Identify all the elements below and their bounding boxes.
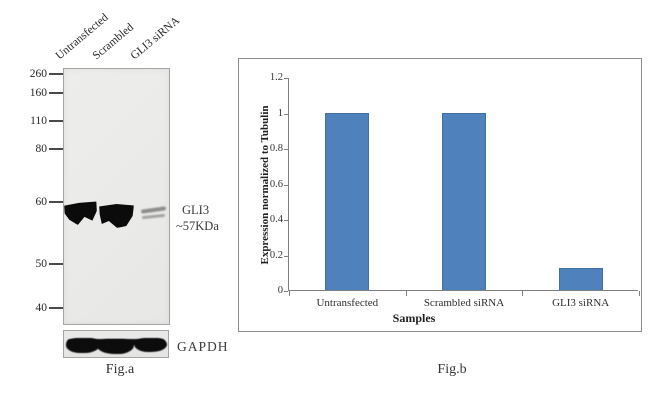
y-tick-label: 0.8 bbox=[269, 143, 283, 154]
mw-marker-tick bbox=[49, 148, 63, 150]
gapdh-band-2 bbox=[97, 339, 134, 354]
y-tick-mark bbox=[284, 291, 288, 292]
x-category-label: GLI3 siRNA bbox=[552, 297, 610, 309]
y-tick-mark bbox=[284, 149, 288, 150]
mw-marker-value: 60 bbox=[35, 196, 48, 208]
mw-marker-value: 80 bbox=[35, 143, 48, 155]
mw-marker-row: 40 bbox=[14, 302, 63, 314]
bar-gli3-sirna bbox=[558, 267, 603, 290]
y-tick-mark bbox=[284, 255, 288, 257]
mw-marker-row: 80 bbox=[14, 143, 63, 155]
mw-marker-value: 260 bbox=[29, 68, 47, 80]
y-tick-mark bbox=[284, 78, 288, 79]
gapdh-band-1 bbox=[66, 338, 100, 353]
mw-marker-value: 160 bbox=[29, 87, 47, 99]
lane-label: GLI3 siRNA bbox=[128, 14, 183, 63]
gapdh-band-3 bbox=[134, 338, 167, 352]
x-axis-title: Samples bbox=[392, 311, 436, 325]
plot-area: 0 0.2 0.4 0.6 0.8 1 1.2 Untransfected Scrambled … bbox=[270, 72, 640, 309]
x-tick-mark bbox=[639, 291, 640, 296]
bar-chart: Expression normalized to Tubulin 0 0.2 0.4… bbox=[238, 58, 642, 332]
x-category-label: Scrambled siRNA bbox=[423, 297, 505, 309]
x-tick-mark bbox=[289, 291, 290, 296]
x-tick-mark bbox=[405, 291, 407, 296]
target-protein-label: GLI3 bbox=[182, 203, 210, 217]
mw-marker-tick bbox=[49, 92, 63, 94]
mw-marker-value: 110 bbox=[30, 115, 47, 127]
y-tick-label: 1 bbox=[277, 107, 283, 119]
mw-marker-tick bbox=[49, 120, 63, 122]
y-tick-label: 0.2 bbox=[269, 249, 283, 261]
mw-marker-row: 260 bbox=[14, 68, 63, 80]
bar-scrambled-sirna bbox=[442, 113, 486, 290]
mw-marker-tick bbox=[49, 263, 63, 265]
mw-marker-row: 60 bbox=[14, 196, 63, 208]
bar-untransfected bbox=[325, 112, 370, 290]
mw-marker-tick bbox=[49, 73, 63, 75]
loading-control-label: GAPDH bbox=[177, 339, 229, 354]
target-mw-label: ~57KDa bbox=[176, 219, 219, 233]
y-tick-mark bbox=[284, 184, 288, 186]
mw-marker-tick bbox=[49, 201, 63, 203]
x-category-label: Untransfected bbox=[316, 297, 379, 309]
blot-membrane bbox=[63, 68, 170, 325]
mw-marker-row: 50 bbox=[14, 258, 63, 270]
x-tick-mark bbox=[522, 291, 524, 296]
fig-a-caption: Fig.a bbox=[105, 362, 135, 377]
mw-marker-value: 50 bbox=[35, 258, 48, 270]
mw-marker-value: 40 bbox=[35, 302, 48, 314]
mw-marker-row: 110 bbox=[14, 115, 63, 127]
y-tick-mark bbox=[284, 220, 288, 221]
loading-control-strip bbox=[63, 330, 169, 358]
fig-b-caption: Fig.b bbox=[437, 362, 467, 377]
mw-marker-row: 160 bbox=[14, 87, 63, 99]
y-tick-mark bbox=[284, 113, 288, 115]
y-tick-label: 0.6 bbox=[269, 178, 283, 190]
y-tick-label: 0.4 bbox=[269, 214, 283, 225]
y-tick-label: 0 bbox=[277, 285, 283, 296]
y-tick-label: 1.2 bbox=[269, 72, 283, 83]
mw-marker-tick bbox=[49, 307, 63, 309]
